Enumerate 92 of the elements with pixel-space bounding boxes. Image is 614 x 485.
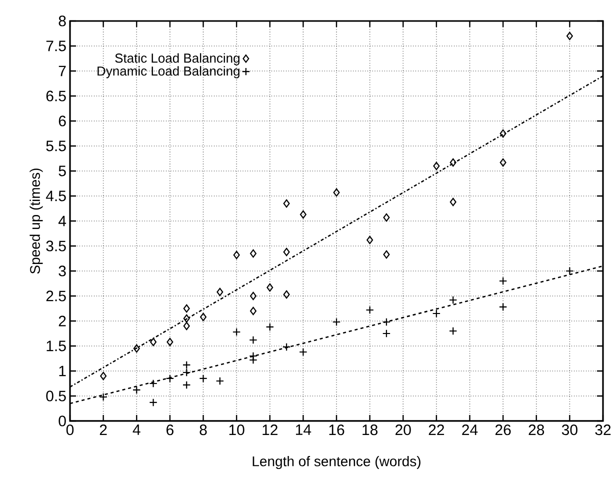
- point: [232, 328, 241, 336]
- point: [182, 368, 191, 377]
- point: [448, 326, 458, 336]
- point: [366, 306, 374, 314]
- point: [566, 32, 573, 40]
- y-tick-label: 2.5: [46, 290, 66, 302]
- y-tick-label: 5: [58, 166, 66, 176]
- point: [149, 379, 158, 388]
- y-tick-label: 1: [59, 366, 66, 376]
- point: [199, 374, 208, 383]
- point: [182, 360, 191, 370]
- point: [500, 129, 506, 138]
- x-tick-label: 32: [595, 424, 611, 436]
- point: [299, 348, 308, 356]
- point: [566, 266, 574, 276]
- x-tick-label: 6: [166, 424, 174, 436]
- point: [150, 338, 157, 346]
- y-tick-label: 8: [58, 16, 66, 26]
- x-tick-label: 24: [462, 424, 478, 435]
- y-tick-label: 5.5: [46, 140, 66, 152]
- point: [283, 290, 290, 299]
- x-tick-label: 10: [229, 424, 244, 436]
- point: [433, 162, 440, 170]
- point: [300, 210, 306, 219]
- x-tick-label: 4: [132, 424, 140, 435]
- point: [249, 336, 258, 344]
- y-tick-label: 2: [58, 316, 66, 326]
- x-axis-title: Length of sentence (words): [252, 456, 420, 470]
- y-tick-label: 0: [58, 416, 66, 426]
- y-tick-label: 4: [58, 216, 66, 226]
- x-tick-label: 26: [495, 424, 511, 436]
- point: [250, 306, 256, 316]
- point: [133, 344, 140, 353]
- point: [100, 372, 107, 380]
- point: [200, 312, 206, 322]
- point: [149, 398, 158, 407]
- point: [282, 342, 291, 352]
- y-axis-title: Speed up (times): [30, 168, 43, 274]
- point: [250, 249, 256, 258]
- point: [333, 188, 340, 197]
- point: [383, 213, 390, 222]
- y-tick-label: 6: [58, 116, 66, 126]
- legend-label: Dynamic Load Balancing: [98, 66, 240, 78]
- point: [250, 292, 256, 300]
- point: [183, 304, 190, 313]
- point: [283, 199, 290, 208]
- y-tick-label: 0.5: [46, 390, 66, 402]
- point: [99, 392, 108, 402]
- point: [216, 288, 224, 296]
- x-tick-label: 28: [528, 424, 544, 436]
- point: [498, 276, 508, 286]
- x-tick-label: 2: [100, 424, 107, 435]
- x-tick-label: 22: [428, 424, 444, 435]
- point: [183, 314, 190, 323]
- x-tick-label: 16: [329, 424, 344, 436]
- legend-label: Static Load Balancing: [115, 53, 240, 66]
- x-tick-label: 14: [296, 424, 312, 435]
- y-tick-label: 3.5: [46, 240, 66, 252]
- x-tick-label: 12: [262, 424, 278, 435]
- point: [216, 376, 224, 386]
- point: [450, 198, 456, 206]
- point: [383, 250, 390, 259]
- point: [432, 309, 441, 318]
- x-tick-label: 20: [396, 424, 411, 436]
- point: [448, 296, 458, 304]
- point: [132, 386, 141, 394]
- point: [332, 318, 341, 326]
- point: [266, 322, 274, 332]
- x-tick-label: 0: [66, 424, 74, 436]
- point: [382, 329, 391, 338]
- point: [166, 374, 174, 383]
- x-tick-label: 30: [562, 424, 578, 436]
- x-tick-label: 18: [362, 424, 378, 436]
- y-tick-label: 7: [58, 66, 66, 76]
- point: [498, 302, 508, 312]
- y-tick-label: 1.5: [46, 340, 66, 352]
- point: [382, 318, 391, 326]
- point: [283, 248, 290, 256]
- y-tick-label: 3: [58, 266, 66, 276]
- point: [500, 158, 506, 167]
- point: [366, 236, 374, 244]
- point: [249, 356, 258, 364]
- y-tick-label: 6.5: [46, 90, 66, 102]
- point: [166, 338, 174, 346]
- point: [183, 322, 190, 330]
- x-tick-label: 8: [200, 424, 207, 436]
- point: [266, 283, 274, 292]
- point: [450, 158, 456, 167]
- point: [182, 380, 191, 390]
- y-tick-label: 4.5: [46, 190, 66, 202]
- point: [233, 250, 240, 260]
- y-tick-label: 7.5: [46, 40, 66, 52]
